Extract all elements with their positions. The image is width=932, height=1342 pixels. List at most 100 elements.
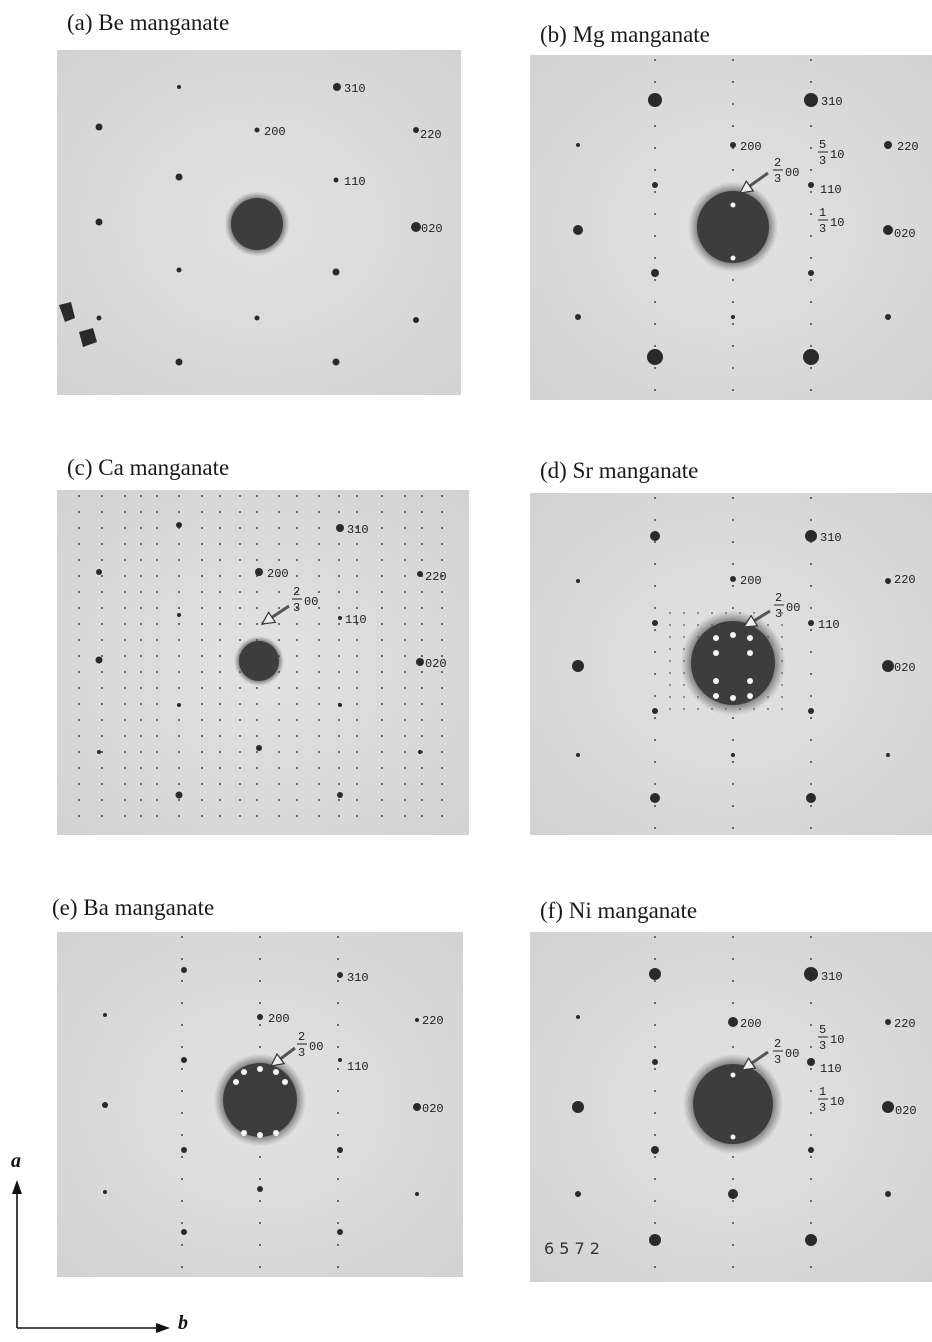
diffraction-spot [404, 639, 406, 641]
diffraction-spot [338, 1058, 342, 1062]
diffraction-spot [732, 1222, 734, 1224]
diffraction-spot [804, 93, 818, 107]
axis-indicator: a b [0, 1150, 210, 1337]
diffraction-spot [124, 735, 126, 737]
diffraction-spot [669, 696, 671, 698]
diffraction-spot [124, 543, 126, 545]
diffraction-spot [181, 1156, 183, 1158]
diffraction-spot [654, 345, 656, 347]
diffraction-spot [654, 805, 656, 807]
diffraction-spot [156, 719, 158, 721]
diffraction-spot [356, 591, 358, 593]
diffraction-spot [381, 719, 383, 721]
diffraction-spot [239, 591, 241, 593]
diffraction-spot [381, 495, 383, 497]
diffraction-spot [255, 568, 263, 576]
diffraction-spot [654, 1266, 656, 1268]
diffraction-spot [404, 815, 406, 817]
diffraction-spot [178, 639, 180, 641]
diffraction-spot [441, 703, 443, 705]
diffraction-spot [239, 623, 241, 625]
diffraction-spot [356, 623, 358, 625]
diffraction-spot [201, 735, 203, 737]
diffraction-spot [101, 559, 103, 561]
diffraction-spot [140, 703, 142, 705]
diffraction-spot [732, 519, 734, 521]
diffraction-spot [296, 655, 298, 657]
diffraction-spot [728, 1017, 738, 1027]
diffraction-spot [156, 511, 158, 513]
diffraction-spot [713, 678, 719, 684]
diffraction-spot [239, 783, 241, 785]
label-310: 310 [347, 523, 369, 537]
diffraction-spot [732, 827, 734, 829]
diffraction-spot [654, 739, 656, 741]
diffraction-spot [78, 607, 80, 609]
fraction-denominator: 3 [775, 607, 782, 621]
diffraction-spot [381, 575, 383, 577]
diffraction-spot [201, 751, 203, 753]
diffraction-spot [219, 623, 221, 625]
diffraction-spot [201, 655, 203, 657]
diffraction-spot [156, 623, 158, 625]
diffraction-spot [181, 1222, 183, 1224]
diffraction-spot [181, 958, 183, 960]
diffraction-spot [654, 936, 656, 938]
diffraction-spot [239, 607, 241, 609]
diffraction-spot [219, 575, 221, 577]
fraction-label-1-3-10: 1 3 10 [818, 206, 844, 236]
diffraction-spot [156, 671, 158, 673]
diffraction-spot [731, 753, 735, 757]
diffraction-spot [201, 527, 203, 529]
pattern-canvas: 310 200 220 110 020 2 3 00 [78, 495, 447, 817]
diffraction-spot [178, 559, 180, 561]
diffraction-spot [356, 703, 358, 705]
diffraction-spot [175, 358, 183, 366]
diffraction-spot [441, 799, 443, 801]
diffraction-spot [885, 578, 891, 584]
diffraction-spot [781, 696, 783, 698]
diffraction-spot [572, 1101, 584, 1113]
diffraction-spot [404, 575, 406, 577]
diffraction-spot [338, 735, 340, 737]
diffraction-spot [654, 1178, 656, 1180]
diffraction-spot [256, 703, 258, 705]
diffraction-spot [278, 495, 280, 497]
diffraction-spot [140, 511, 142, 513]
diffraction-spot [654, 761, 656, 763]
diffraction-spot [318, 527, 320, 529]
diffraction-spot [241, 1069, 247, 1075]
diffraction-spot [806, 793, 816, 803]
diffraction-spot [810, 81, 812, 83]
diffraction-spot [747, 693, 753, 699]
diffraction-spot [278, 543, 280, 545]
diffraction-spot [296, 783, 298, 785]
diffraction-spot [650, 531, 660, 541]
diffraction-spot [732, 389, 734, 391]
diffraction-spot [669, 624, 671, 626]
diffraction-spot [175, 791, 183, 799]
diffraction-spot [239, 751, 241, 753]
diffraction-spot [810, 936, 812, 938]
diffraction-spot [95, 123, 103, 131]
diffraction-spot [278, 751, 280, 753]
diffraction-spot [101, 751, 103, 753]
label-110: 110 [820, 1062, 842, 1076]
label-110: 110 [820, 183, 842, 197]
axis-label-a: a [11, 1150, 21, 1172]
label-020: 020 [894, 227, 916, 241]
fraction-label-2-3-00: 2 3 00 [774, 591, 800, 621]
diffraction-spot [651, 269, 659, 277]
diffraction-spot [156, 751, 158, 753]
diffraction-spot [338, 607, 340, 609]
caption-panel-c: (c) Ca manganate [67, 455, 230, 480]
diffraction-spot [259, 1156, 261, 1158]
diffraction-pattern-ni: 310 200 220 110 020 2 3 00 5 3 10 1 3 10 6 5 7 2 [530, 932, 932, 1282]
diffraction-spot [178, 767, 180, 769]
diffraction-spot [654, 980, 656, 982]
diffraction-spot [810, 1266, 812, 1268]
label-310: 310 [821, 970, 843, 984]
diffraction-spot [219, 655, 221, 657]
diffraction-spot [808, 182, 814, 188]
diffraction-spot [201, 559, 203, 561]
